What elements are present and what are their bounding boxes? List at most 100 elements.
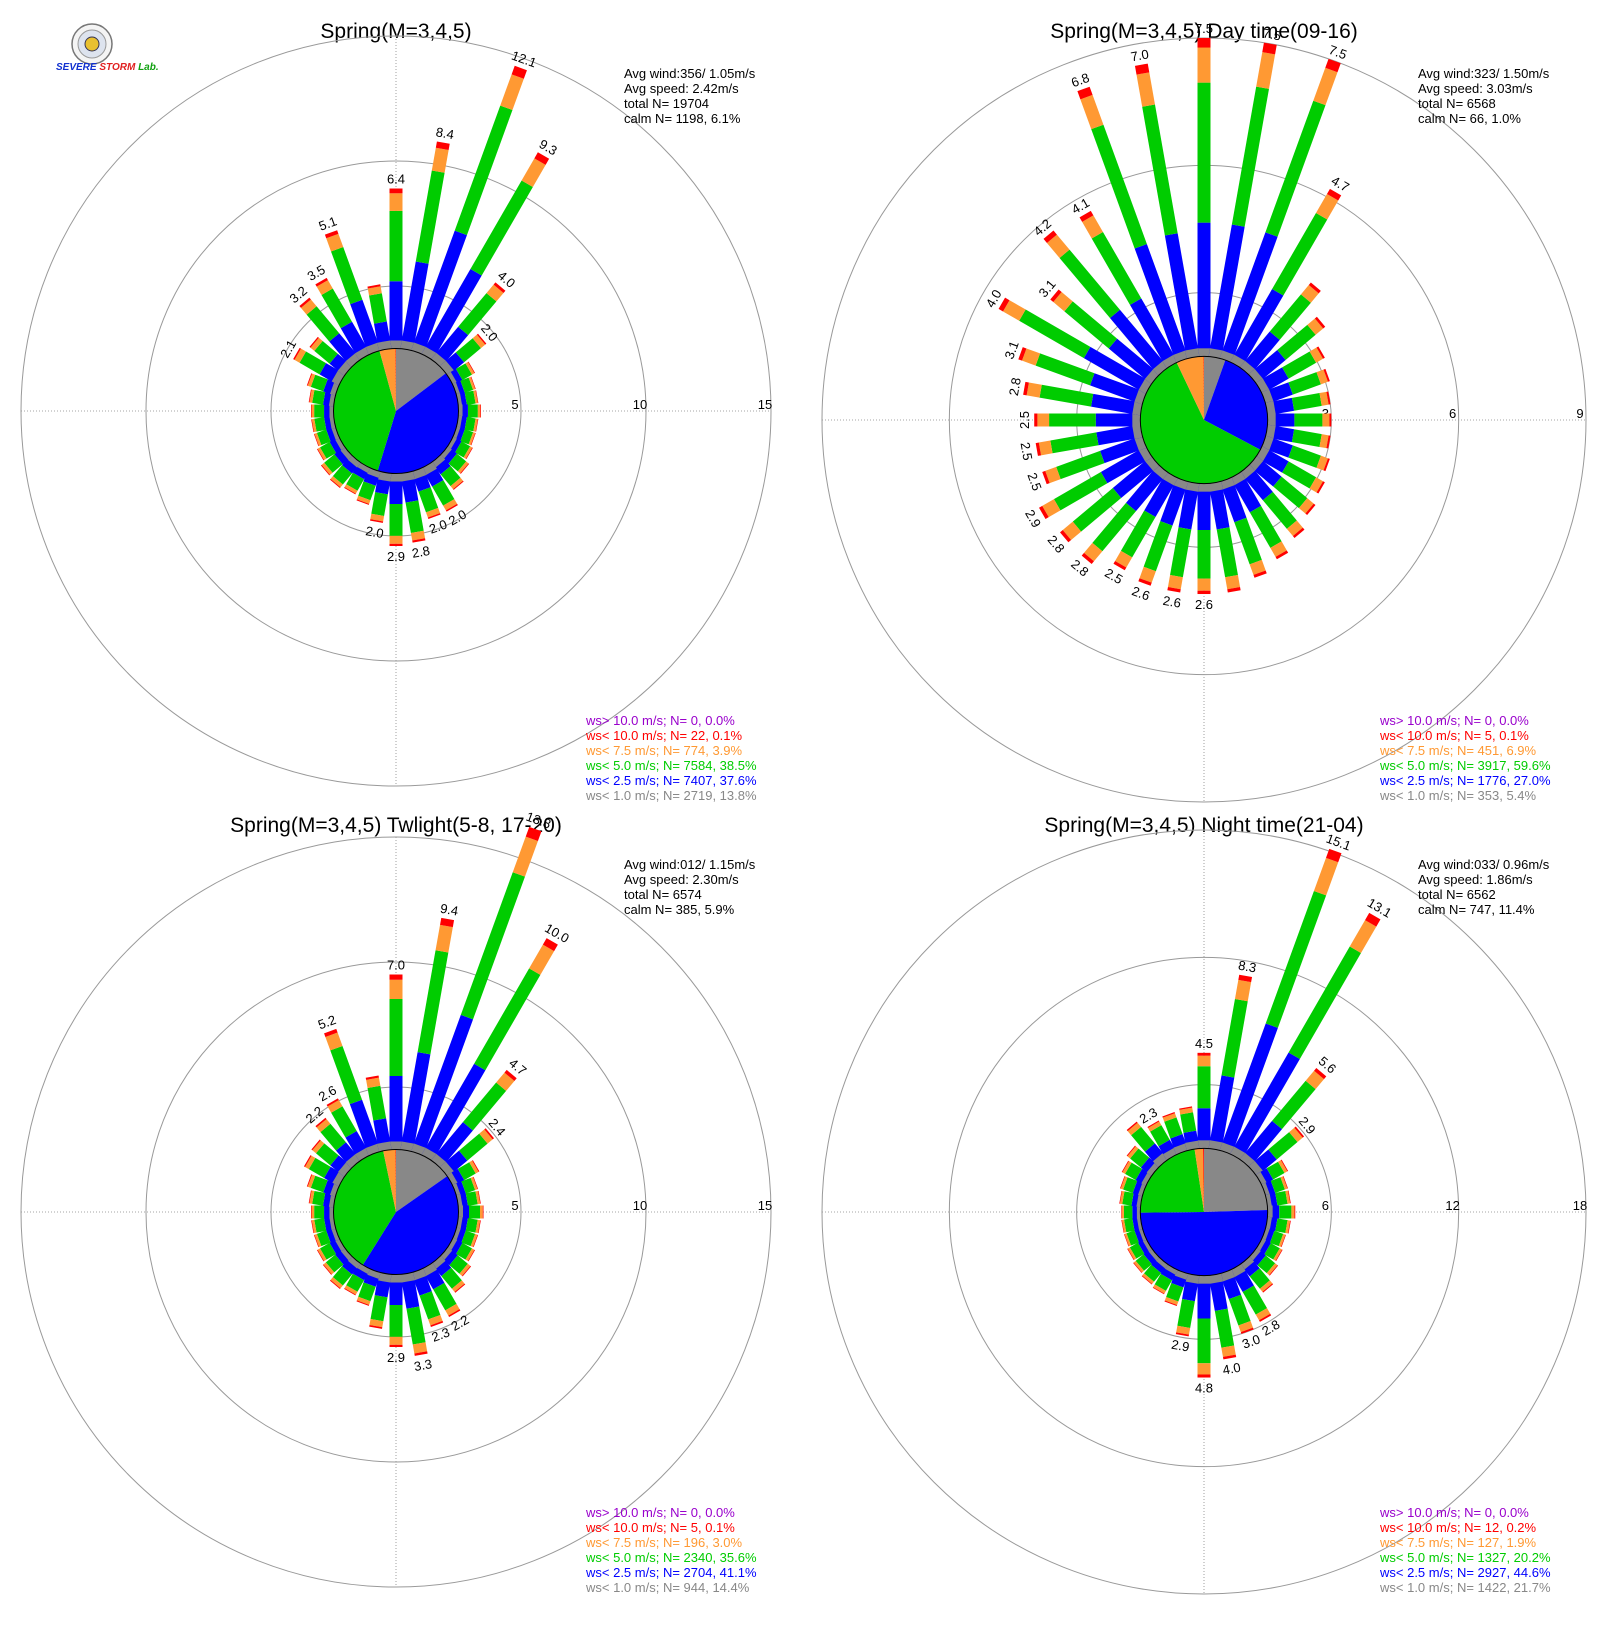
bar-segment — [307, 1174, 316, 1188]
bar-segment — [320, 441, 337, 459]
bar-segment — [1242, 1285, 1268, 1315]
bar-segment — [1126, 1145, 1136, 1157]
bar-segment — [328, 392, 336, 407]
hub-outline — [1139, 355, 1269, 485]
bar-segment — [1162, 471, 1178, 486]
bar-segment — [367, 1085, 387, 1121]
bar-segment — [314, 340, 338, 364]
bar-segment — [329, 1182, 340, 1197]
bar-segment — [1018, 347, 1027, 361]
bar-segment — [1019, 309, 1091, 359]
bar-segment — [1120, 1176, 1128, 1190]
bar-segment — [1309, 477, 1324, 493]
pie-slice — [333, 350, 396, 471]
bar-segment — [370, 1295, 388, 1322]
bar-segment — [1265, 424, 1276, 439]
bar-segment — [324, 454, 343, 473]
bar-segment — [340, 1247, 353, 1261]
legend-entry: ws< 10.0 m/s; N= 5, 0.1% — [585, 1520, 735, 1535]
bar-segment — [1239, 1152, 1256, 1168]
bar-segment — [1026, 382, 1042, 398]
bar-segment — [435, 141, 450, 150]
bar-segment — [1231, 86, 1269, 227]
bar-segment — [1023, 381, 1029, 396]
stats-line: Avg wind:356/ 1.05m/s — [624, 66, 756, 81]
ring-label: 9 — [1576, 406, 1583, 421]
bar-segment — [1273, 476, 1308, 509]
bar-segment — [1062, 521, 1082, 541]
bar-segment — [1122, 1191, 1134, 1206]
bar-segment — [1134, 389, 1147, 405]
grid-ring — [145, 160, 647, 662]
ring-label: 6 — [1449, 406, 1456, 421]
bar-segment — [308, 1157, 331, 1178]
bar-segment — [455, 1242, 472, 1260]
bar-segment — [330, 476, 343, 488]
hub-outline — [1139, 1147, 1269, 1277]
bar-segment — [474, 968, 541, 1071]
bar-segment — [460, 872, 525, 1020]
windrose-panel: Spring(M=3,4,5) Night time(21-04) 6 12 18 4.… — [821, 814, 1587, 1595]
bar-segment — [1256, 52, 1276, 89]
bar-segment — [346, 1273, 365, 1292]
bar-segment — [1277, 324, 1316, 360]
bar-segment — [314, 1218, 327, 1233]
bar-segment — [1038, 440, 1053, 456]
chart-title: Spring(M=3,4,5) Night time(21-04) — [1044, 814, 1363, 837]
bar-segment — [1282, 461, 1317, 489]
bar-segment — [1275, 1191, 1288, 1206]
bar-segment — [1239, 1256, 1255, 1270]
bar-label: 2.5 — [1018, 441, 1036, 461]
bar-segment — [1325, 58, 1341, 73]
bar-segment — [446, 1237, 458, 1252]
bar-segment — [1268, 1132, 1298, 1160]
pie-slice — [396, 1149, 448, 1212]
bar-segment — [1230, 289, 1284, 369]
bar-segment — [1269, 1265, 1279, 1276]
bar-segment — [344, 484, 358, 494]
bar-segment — [1248, 455, 1264, 472]
bar-segment — [326, 1098, 339, 1107]
bar-segment — [462, 1082, 507, 1131]
bar-segment — [1266, 1161, 1285, 1180]
bar-segment — [1249, 505, 1282, 548]
bar-segment — [1120, 510, 1156, 558]
bar-segment — [317, 447, 327, 461]
bar-label: 7.5 — [1327, 42, 1349, 62]
bar-segment — [1221, 998, 1248, 1078]
bar-segment — [1127, 1247, 1137, 1260]
bar-segment — [1176, 1325, 1191, 1335]
bar-segment — [314, 417, 327, 432]
bar-segment — [1126, 1230, 1139, 1246]
bar-segment — [542, 938, 558, 952]
bar-segment — [311, 1139, 321, 1151]
bar-segment — [1262, 491, 1297, 529]
bar-label: 4.5 — [1195, 1036, 1213, 1051]
stats-line: Avg wind:323/ 1.50m/s — [1418, 66, 1550, 81]
bar-segment — [1164, 233, 1200, 359]
bar-segment — [1266, 1263, 1278, 1276]
pie-slice — [1194, 1148, 1204, 1212]
bar-segment — [493, 282, 506, 293]
bar-segment — [1138, 1182, 1147, 1197]
bar-segment — [1130, 1148, 1150, 1168]
bar-segment — [1134, 63, 1150, 75]
bar-segment — [371, 492, 388, 517]
ring-label: 6 — [1322, 1198, 1329, 1213]
bar-segment — [470, 180, 533, 276]
bar-segment — [316, 1230, 331, 1247]
bar-segment — [1162, 354, 1178, 369]
bar-segment — [377, 1141, 392, 1152]
bar-segment — [324, 230, 339, 239]
bar-segment — [1240, 1327, 1254, 1334]
bar-segment — [325, 1032, 343, 1051]
bar-segment — [1144, 368, 1160, 385]
bar-segment — [1108, 338, 1160, 385]
bar-segment — [1313, 67, 1338, 106]
bar-segment — [329, 1216, 336, 1230]
lab-seal-icon — [71, 23, 113, 65]
bar-segment — [330, 1277, 343, 1289]
pie-slice — [333, 1150, 396, 1265]
bar-segment — [316, 429, 331, 446]
bar-segment — [1305, 1070, 1325, 1090]
